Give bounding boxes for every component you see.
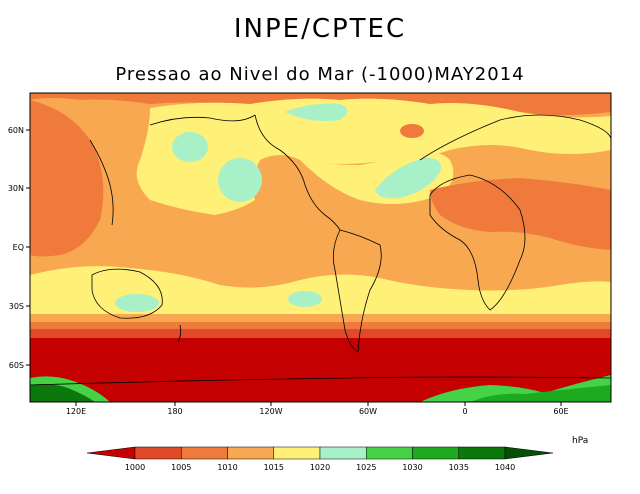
colorbar-box [319, 446, 367, 460]
colorbar-triangle-low [86, 446, 136, 460]
figure-subtitle: Pressao ao Nivel do Mar (-1000)MAY2014 [115, 64, 525, 85]
figure-title: INPE/CPTEC [233, 14, 407, 44]
coastlines [30, 114, 611, 386]
colorbar-level-label: 1010 [217, 463, 237, 472]
colorbar-units: hPa [572, 436, 588, 446]
field-wpacific-1010 [30, 100, 104, 257]
coast-north-america [254, 114, 341, 231]
coast-australia [91, 268, 163, 319]
colorbar-box [458, 446, 506, 460]
field-north-1015 [136, 98, 611, 215]
colorbar-box [134, 446, 182, 460]
lon-label-60w: 60W [359, 407, 377, 416]
field-south-1015 [30, 266, 611, 318]
high-south-pacific [288, 291, 322, 307]
coast-bering [149, 114, 256, 126]
coast-africa [429, 174, 526, 311]
coast-south-america-west [332, 229, 359, 353]
lat-label-30s: 30S [9, 302, 24, 311]
colorbar-box [412, 446, 459, 460]
field-south-1005 [30, 322, 611, 329]
colorbar-box [227, 446, 274, 460]
field-asia-1010 [430, 178, 611, 250]
lon-axis: 120E 180 120W 60W 0 60E [66, 402, 569, 416]
colorbar-level-label: 1000 [125, 463, 145, 472]
lat-label-eq: EQ [13, 243, 24, 252]
coast-eurasia [419, 114, 611, 161]
high-aleutian [218, 158, 262, 202]
colorbar-triangle-high [504, 446, 554, 460]
pressure-field [30, 93, 611, 402]
lon-label-120e: 120E [66, 407, 86, 416]
colorbar-box [366, 446, 413, 460]
colorbar-level-label: 1020 [310, 463, 330, 472]
high-arctic [285, 103, 348, 121]
field-south-1000 [30, 329, 611, 338]
lat-axis: 60N 30N EQ 30S 60S [8, 126, 30, 370]
lat-label-60n: 60N [8, 126, 24, 135]
colorbar: hPa 1000 1005 1010 1015 1020 1025 1030 1035 1040 [86, 436, 588, 472]
coast-new-zealand [177, 324, 182, 343]
colorbar-level-label: 1040 [495, 463, 515, 472]
lat-label-60s: 60S [9, 361, 24, 370]
colorbar-level-label: 1025 [356, 463, 376, 472]
coast-east-asia [89, 139, 114, 226]
field-south-1010 [30, 314, 611, 322]
high-north-pacific [172, 132, 208, 162]
colorbar-box [181, 446, 228, 460]
high-azores [375, 158, 441, 199]
colorbar-level-label: 1005 [171, 463, 191, 472]
coast-antarctica [30, 376, 611, 386]
colorbar-level-label: 1035 [449, 463, 469, 472]
lat-label-30n: 30N [8, 184, 24, 193]
colorbar-level-label: 1015 [264, 463, 284, 472]
colorbar-level-label: 1030 [402, 463, 422, 472]
coast-south-america-east [339, 229, 382, 353]
lon-label-0: 0 [462, 407, 467, 416]
colorbar-box [273, 446, 321, 460]
lon-label-60e: 60E [553, 407, 568, 416]
high-australia [115, 294, 159, 312]
lon-label-180: 180 [167, 407, 182, 416]
lon-label-120w: 120W [259, 407, 282, 416]
